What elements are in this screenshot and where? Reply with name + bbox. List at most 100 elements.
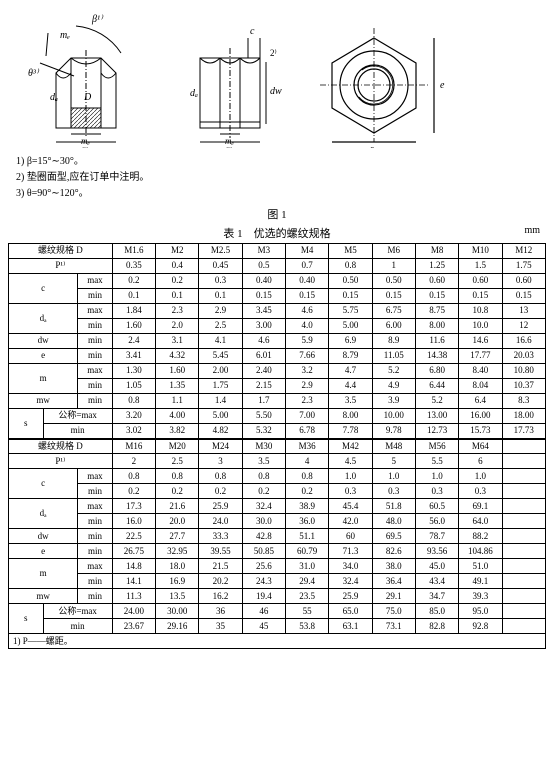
cell: 8.3 [502,394,545,409]
cell: 51.1 [285,529,328,544]
table-caption: 表 1 优选的螺纹规格 mm [8,225,546,241]
hdr-e: e [9,544,78,559]
hdr-da: dₐ [9,499,78,529]
cell: 16.6 [502,334,545,349]
cell: 78.7 [415,529,458,544]
cell: 5.9 [285,334,328,349]
cell: 35 [199,619,242,634]
cell: 24.3 [242,574,285,589]
cell: 4.4 [329,379,372,394]
cell: 25.9 [329,589,372,604]
cell: 30.0 [242,514,285,529]
cell [502,559,545,574]
cell: 1.0 [459,469,502,484]
cell: 48.0 [372,514,415,529]
cell: 0.2 [199,484,242,499]
cell: 0.8 [329,259,372,274]
cell: 0.4 [156,259,199,274]
cell: 0.15 [415,289,458,304]
cell: 0.2 [156,484,199,499]
footnote: 1) P——螺距。 [9,634,546,649]
hdr-s: s [9,604,44,634]
cell: 3.41 [112,349,155,364]
cell: 23.67 [112,619,155,634]
cell: 2.00 [199,364,242,379]
cell: 0.15 [502,289,545,304]
cell: 60.5 [415,499,458,514]
cell: 21.6 [156,499,199,514]
hdr-dw: dw [9,529,78,544]
label-da-left: dₐ [50,92,58,103]
cell [502,454,545,469]
cell: 2.4 [112,334,155,349]
label-e: e [440,80,445,91]
label-m-side: m [226,144,233,148]
sub-min: min [43,619,112,634]
cell: 12 [502,319,545,334]
cell: 10.00 [372,409,415,424]
cell: 1.60 [112,319,155,334]
sub-min: min [78,529,113,544]
sub-min: min [78,589,113,604]
cell: 0.35 [112,259,155,274]
thread-spec-table: 螺纹规格 DM1.6M2M2.5M3M4M5M6M8M10M12P¹⁾0.350… [8,243,546,649]
cell: 4.6 [242,334,285,349]
cell: 2.3 [285,394,328,409]
cell: 7.66 [285,349,328,364]
cell: 39.3 [459,589,502,604]
cell: M12 [502,244,545,259]
sub-min: min [43,424,112,439]
cell: 10.37 [502,379,545,394]
cell: 1.0 [372,469,415,484]
cell: 6.00 [372,319,415,334]
label-beta: β¹⁾ [91,14,104,25]
cell: 5.45 [199,349,242,364]
label-da-side: dₐ [190,88,198,99]
sub-min: min [78,394,113,409]
cell: 14.38 [415,349,458,364]
cell: 42.8 [242,529,285,544]
note-3: 3) θ=90°∼120°。 [16,186,546,202]
cell: 6.80 [415,364,458,379]
cell: 0.1 [199,289,242,304]
cell [502,604,545,619]
cell: 56.0 [415,514,458,529]
cell: 46 [242,604,285,619]
cell: 4.9 [372,379,415,394]
cell: 2.40 [242,364,285,379]
cell: 0.15 [372,289,415,304]
nut-top-view: s e [304,8,454,148]
cell: 0.1 [156,289,199,304]
cell: 5.00 [329,319,372,334]
cell: M10 [459,244,502,259]
cell: M6 [372,244,415,259]
cell: 0.15 [329,289,372,304]
cell: 5.5 [415,454,458,469]
cell: 6.4 [459,394,502,409]
cell: 6.75 [372,304,415,319]
sub-min: min [78,514,113,529]
cell: 4.6 [285,304,328,319]
cell: 0.15 [459,289,502,304]
cell: 104.86 [459,544,502,559]
cell: M1.6 [112,244,155,259]
diagram-notes: 1) β=15°∼30°。 2) 垫圈面型,应在订单中注明。 3) θ=90°∼… [16,154,546,202]
cell: 55 [285,604,328,619]
cell: 25.6 [242,559,285,574]
cell: 4.00 [156,409,199,424]
cell: M24 [199,439,242,454]
cell: 32.4 [329,574,372,589]
cell: 69.5 [372,529,415,544]
cell: 1.7 [242,394,285,409]
cell: 93.56 [415,544,458,559]
cell: 8.75 [415,304,458,319]
label-mw-top: mₑ [60,30,70,41]
cell: 39.55 [199,544,242,559]
cell: 0.3 [199,274,242,289]
cell: 14.6 [459,334,502,349]
cell: M5 [329,244,372,259]
hdr-mw: mw [9,394,78,409]
hdr-s: s [9,409,44,439]
cell: 36 [199,604,242,619]
sub-min: min [78,379,113,394]
